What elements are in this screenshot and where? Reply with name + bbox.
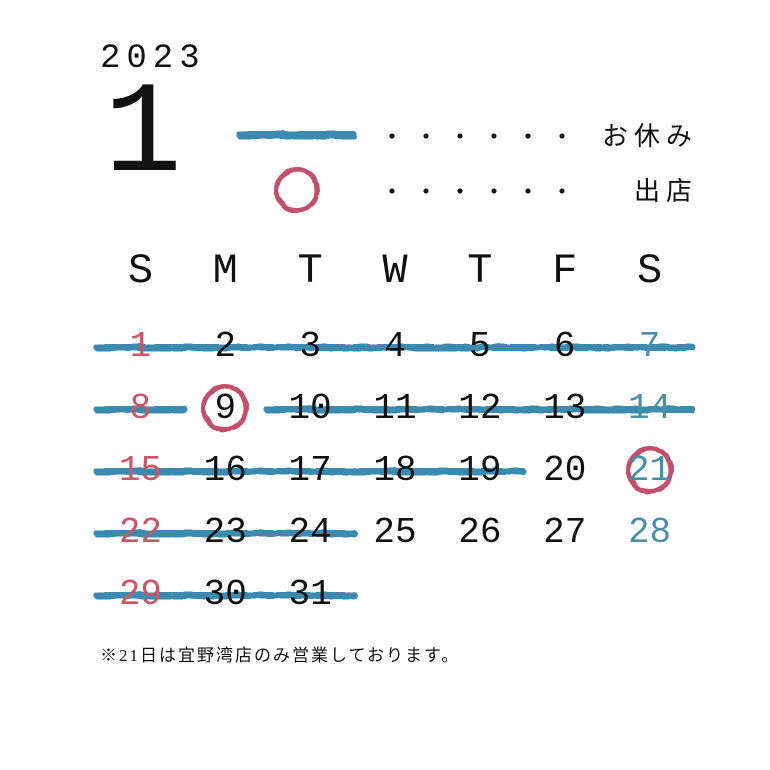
- calendar-day: 11: [355, 389, 436, 429]
- calendar-day: 9: [185, 389, 266, 429]
- day-number: 29: [119, 574, 162, 615]
- day-number: 30: [204, 574, 247, 615]
- calendar-day: 28: [609, 513, 690, 553]
- day-number: 1: [130, 326, 152, 367]
- legend-popup-label: 出店: [634, 171, 698, 208]
- day-number: 12: [458, 388, 501, 429]
- weekday-header: F: [524, 247, 605, 295]
- calendar-day: 30: [185, 575, 266, 615]
- day-number: 2: [214, 326, 236, 367]
- day-number: 8: [130, 388, 152, 429]
- day-number: 14: [628, 388, 671, 429]
- calendar-day: 19: [439, 451, 520, 491]
- weekday-header: T: [439, 247, 520, 295]
- weekday-header: S: [609, 247, 690, 295]
- calendar-day: 24: [270, 513, 351, 553]
- calendar-day: 21: [609, 451, 690, 491]
- calendar-day: 20: [524, 451, 605, 491]
- calendar-day: 3: [270, 327, 351, 367]
- calendar-day: 31: [270, 575, 351, 615]
- day-number: 21: [628, 450, 671, 491]
- legend-holiday-label: お休み: [602, 116, 698, 153]
- calendar-day: [355, 575, 436, 615]
- day-number: 10: [289, 388, 332, 429]
- weekday-header: W: [355, 247, 436, 295]
- calendar-day: 29: [100, 575, 181, 615]
- calendar-day: 16: [185, 451, 266, 491]
- legend-popup: ・・・・・・ 出店: [232, 162, 698, 217]
- day-number: 11: [373, 388, 416, 429]
- day-number: 5: [469, 326, 491, 367]
- calendar-day: 10: [270, 389, 351, 429]
- calendar-day: 12: [439, 389, 520, 429]
- day-number: 4: [384, 326, 406, 367]
- day-number: 23: [204, 512, 247, 553]
- weekday-header: T: [270, 247, 351, 295]
- day-number: 15: [119, 450, 162, 491]
- day-number: 16: [204, 450, 247, 491]
- day-number: 17: [289, 450, 332, 491]
- day-number: 3: [299, 326, 321, 367]
- calendar-day: [609, 575, 690, 615]
- calendar-day: 23: [185, 513, 266, 553]
- calendar-day: 15: [100, 451, 181, 491]
- calendar-grid: SMTWTFS123456789101112131415161718192021…: [100, 247, 690, 615]
- calendar-day: 1: [100, 327, 181, 367]
- popup-circle-icon: [232, 167, 362, 213]
- legend-holiday: ・・・・・・ お休み: [232, 107, 698, 162]
- calendar-day: 27: [524, 513, 605, 553]
- legend: ・・・・・・ お休み ・・・・・・ 出店: [232, 72, 698, 217]
- calendar-day: [524, 575, 605, 615]
- calendar-day: 13: [524, 389, 605, 429]
- calendar-day: 7: [609, 327, 690, 367]
- day-number: 7: [639, 326, 661, 367]
- day-number: 28: [628, 512, 671, 553]
- calendar-day: 5: [439, 327, 520, 367]
- calendar-day: 25: [355, 513, 436, 553]
- calendar-day: 17: [270, 451, 351, 491]
- day-number: 9: [214, 388, 236, 429]
- calendar-day: 14: [609, 389, 690, 429]
- month-number: 1: [104, 72, 182, 202]
- holiday-line-icon: [232, 131, 362, 139]
- header: 1 ・・・・・・ お休み ・・・・・・ 出店: [100, 72, 690, 217]
- weekday-header: S: [100, 247, 181, 295]
- calendar-day: [439, 575, 520, 615]
- day-number: 18: [373, 450, 416, 491]
- day-number: 24: [289, 512, 332, 553]
- day-number: 19: [458, 450, 501, 491]
- calendar-day: 6: [524, 327, 605, 367]
- footnote: ※21日は宜野湾店のみ営業しております。: [100, 641, 690, 666]
- day-number: 13: [543, 388, 586, 429]
- day-number: 26: [458, 512, 501, 553]
- calendar-day: 8: [100, 389, 181, 429]
- legend-dots: ・・・・・・: [380, 172, 616, 207]
- calendar-day: 22: [100, 513, 181, 553]
- calendar-day: 4: [355, 327, 436, 367]
- calendar-day: 26: [439, 513, 520, 553]
- day-number: 25: [373, 512, 416, 553]
- calendar-day: 18: [355, 451, 436, 491]
- day-number: 20: [543, 450, 586, 491]
- day-number: 6: [554, 326, 576, 367]
- weekday-header: M: [185, 247, 266, 295]
- day-number: 31: [289, 574, 332, 615]
- calendar-day: 2: [185, 327, 266, 367]
- day-number: 22: [119, 512, 162, 553]
- legend-dots: ・・・・・・: [380, 117, 584, 152]
- day-number: 27: [543, 512, 586, 553]
